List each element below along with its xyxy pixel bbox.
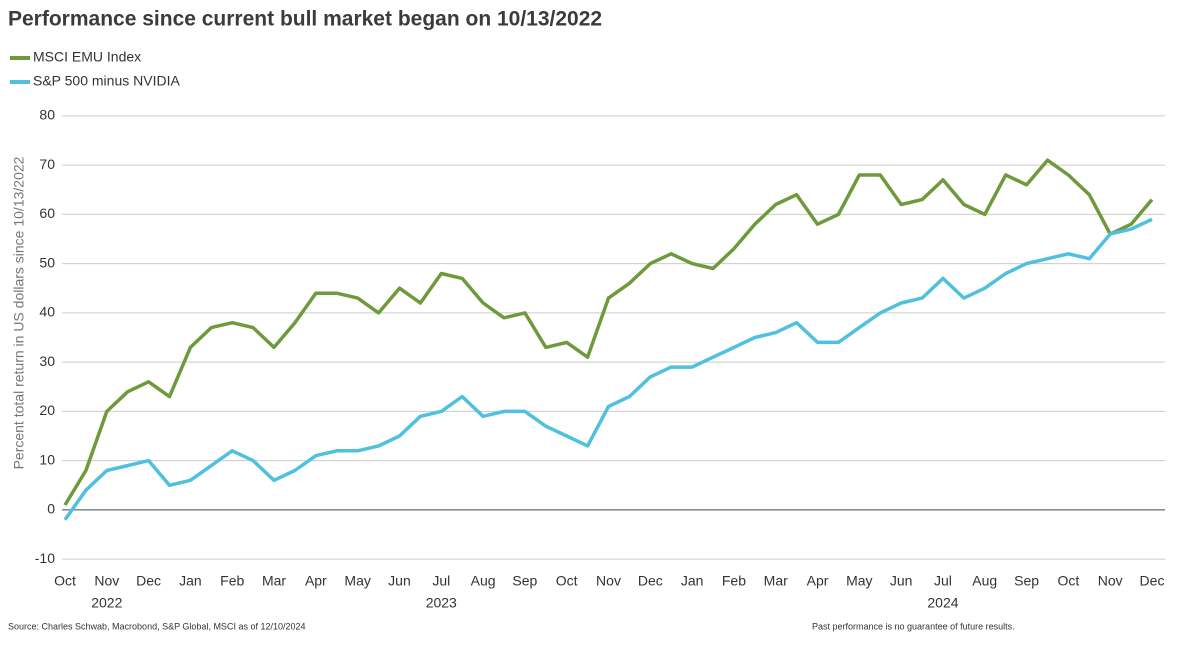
x-tick-label: Apr	[305, 573, 327, 589]
note: Past performance is no guarantee of futu…	[812, 621, 1015, 631]
x-tick-label: Jul	[934, 573, 952, 589]
y-tick-label: -10	[35, 550, 55, 566]
x-tick-label: Sep	[512, 573, 537, 589]
x-tick-label: May	[344, 573, 370, 589]
x-tick-label: Dec	[1140, 573, 1165, 589]
x-tick-label: Aug	[972, 573, 997, 589]
legend-label: MSCI EMU Index	[33, 49, 141, 65]
x-tick-label: Jul	[432, 573, 450, 589]
source: Source: Charles Schwab, Macrobond, S&P G…	[8, 621, 306, 631]
series-line	[63, 217, 1153, 521]
y-tick-label: 80	[39, 107, 55, 123]
x-tick-label: Mar	[262, 573, 286, 589]
year-label: 2024	[927, 595, 958, 611]
y-tick-label: 20	[39, 402, 55, 418]
year-label: 2023	[426, 595, 457, 611]
y-axis-label: Percent total return in US dollars since…	[11, 156, 27, 469]
x-tick-label: Nov	[94, 573, 119, 589]
x-tick-label: Dec	[638, 573, 663, 589]
y-tick-label: 0	[47, 501, 55, 517]
x-tick-label: Nov	[1098, 573, 1123, 589]
x-tick-label: Jun	[890, 573, 913, 589]
y-tick-label: 50	[39, 254, 55, 270]
y-tick-label: 30	[39, 353, 55, 369]
x-tick-label: Oct	[54, 573, 76, 589]
series-line	[63, 158, 1154, 506]
x-tick-label: Feb	[722, 573, 746, 589]
x-tick-label: Feb	[220, 573, 244, 589]
x-tick-label: Dec	[136, 573, 161, 589]
chart-title: Performance since current bull market be…	[8, 8, 602, 31]
y-tick-label: 10	[39, 451, 55, 467]
x-tick-label: Jan	[179, 573, 202, 589]
y-tick-label: 40	[39, 304, 55, 320]
x-tick-label: May	[846, 573, 872, 589]
x-tick-label: Jun	[388, 573, 411, 589]
x-tick-label: Jan	[681, 573, 704, 589]
x-tick-label: Sep	[1014, 573, 1039, 589]
x-tick-label: Mar	[764, 573, 788, 589]
x-tick-label: Nov	[596, 573, 621, 589]
y-tick-label: 70	[39, 156, 55, 172]
x-tick-label: Apr	[807, 573, 829, 589]
x-tick-label: Oct	[1057, 573, 1079, 589]
x-tick-label: Oct	[556, 573, 578, 589]
legend-label: S&P 500 minus NVIDIA	[33, 73, 180, 89]
year-label: 2022	[91, 595, 122, 611]
x-tick-label: Aug	[471, 573, 496, 589]
y-tick-label: 60	[39, 205, 55, 221]
